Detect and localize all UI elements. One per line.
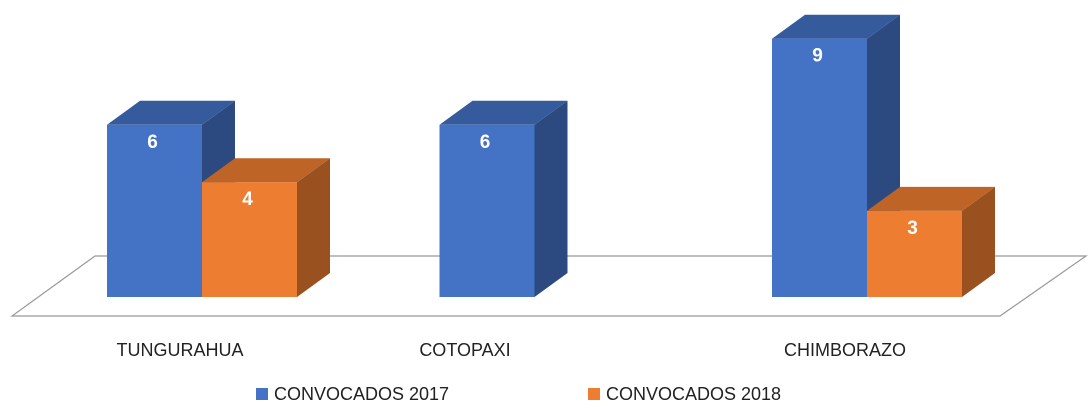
bar <box>439 100 568 297</box>
bar-side <box>962 186 995 297</box>
bar-front <box>867 210 962 297</box>
x-tick-label: COTOPAXI <box>419 340 510 360</box>
bar-top <box>772 14 900 39</box>
bar-top <box>107 100 235 125</box>
bar-top <box>867 186 995 211</box>
bar <box>772 14 900 297</box>
value-label: 3 <box>907 218 918 239</box>
legend-swatch <box>256 388 268 400</box>
bar-side <box>534 100 568 297</box>
bar-side <box>297 158 330 297</box>
value-label: 4 <box>242 189 253 210</box>
value-label: 9 <box>812 46 823 67</box>
bar-top <box>439 100 568 125</box>
x-tick-label: CHIMBORAZO <box>784 340 906 360</box>
bar <box>867 186 995 297</box>
x-tick-label: TUNGURAHUA <box>116 340 243 360</box>
bar-front <box>107 124 202 297</box>
legend-swatch <box>588 388 600 400</box>
bar-top <box>202 158 330 183</box>
legend-label: CONVOCADOS 2018 <box>606 384 781 404</box>
value-label: 6 <box>147 132 158 153</box>
bar <box>202 158 330 297</box>
bar-front <box>439 124 535 297</box>
value-label: 6 <box>480 132 491 153</box>
bar-front <box>202 182 297 297</box>
bar-front <box>772 38 867 297</box>
legend-label: CONVOCADOS 2017 <box>274 384 449 404</box>
